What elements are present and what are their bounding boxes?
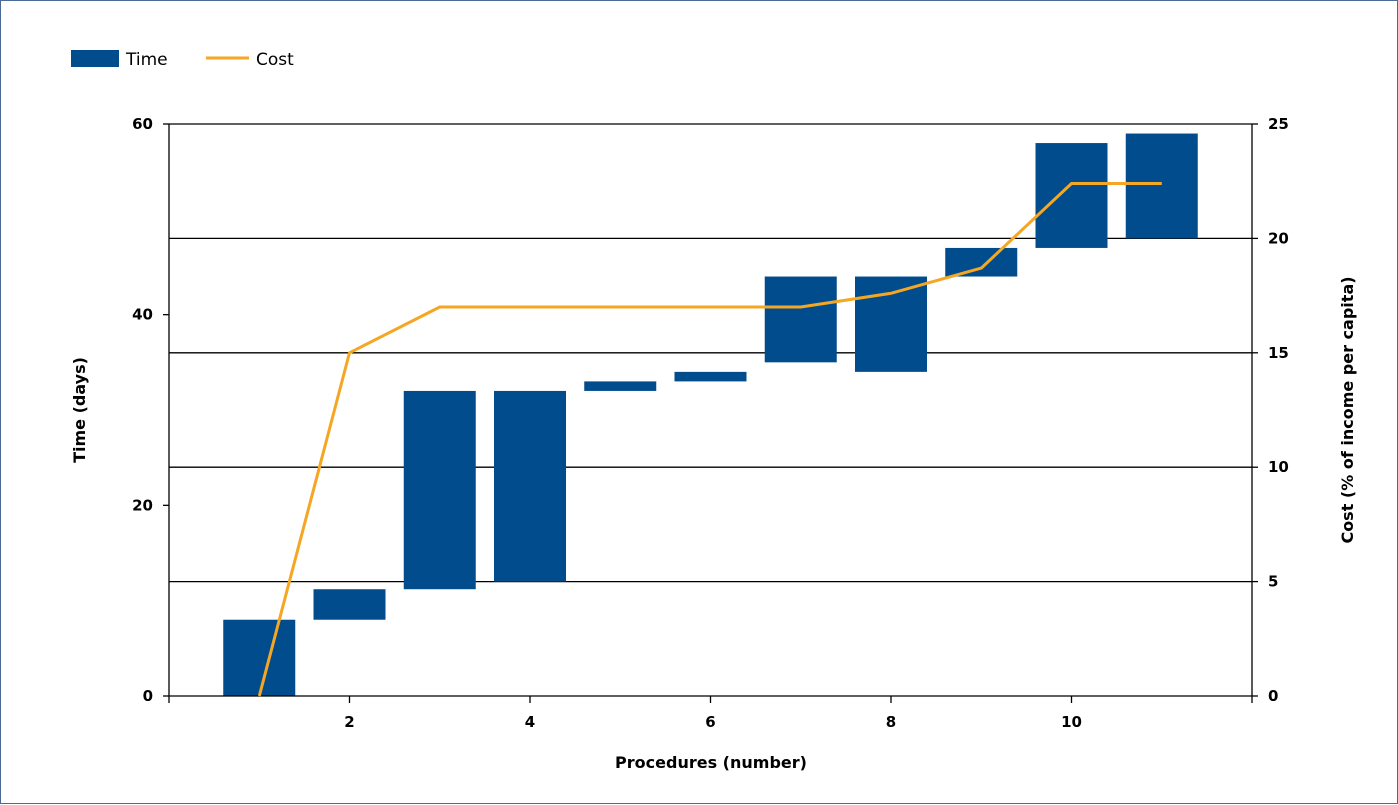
- y-right-tick-label: 5: [1268, 573, 1278, 591]
- y-left-tick-label: 60: [132, 115, 153, 133]
- time-bar: [403, 390, 476, 590]
- x-tick-label: 6: [705, 713, 715, 731]
- time-bar: [674, 371, 747, 382]
- time-bar: [855, 276, 927, 372]
- y-right-axis-title: Cost (% of income per capita): [1338, 276, 1357, 543]
- y-right-tick-label: 20: [1268, 229, 1289, 247]
- y-right-tick-label: 25: [1268, 115, 1289, 133]
- time-bar: [223, 619, 296, 696]
- time-bar: [945, 247, 1018, 277]
- y-left-tick-label: 20: [132, 496, 153, 514]
- x-tick-label: 10: [1061, 713, 1082, 731]
- time-bar: [764, 276, 837, 363]
- legend: Time Cost: [71, 50, 294, 70]
- y-right-tick-label: 0: [1268, 687, 1278, 705]
- x-tick-label: 2: [344, 713, 354, 731]
- legend-cost-label: Cost: [256, 50, 294, 70]
- time-bars: [223, 133, 1198, 696]
- time-bar: [1035, 143, 1108, 248]
- x-tick-label: 8: [886, 713, 896, 731]
- time-bar: [1125, 133, 1198, 239]
- y-right-tick-label: 10: [1268, 458, 1289, 476]
- y-left-axis-title: Time (days): [70, 357, 89, 463]
- legend-time-label: Time: [125, 50, 168, 70]
- cost-line: [257, 182, 1162, 697]
- axes: [163, 123, 1258, 703]
- legend-time-swatch: [71, 50, 119, 67]
- time-bar: [494, 390, 566, 582]
- time-bar: [313, 589, 386, 620]
- tick-labels: 0 20 40 60 0 5 10 15 20 25 2 4 6 8 10: [132, 115, 1289, 731]
- y-left-tick-label: 0: [143, 687, 153, 705]
- x-tick-label: 4: [525, 713, 535, 731]
- cost-line-group: [257, 182, 1162, 697]
- time-bar: [584, 381, 657, 391]
- x-axis-title: Procedures (number): [615, 753, 807, 772]
- y-right-tick-label: 15: [1268, 344, 1289, 362]
- y-left-tick-label: 40: [132, 306, 153, 324]
